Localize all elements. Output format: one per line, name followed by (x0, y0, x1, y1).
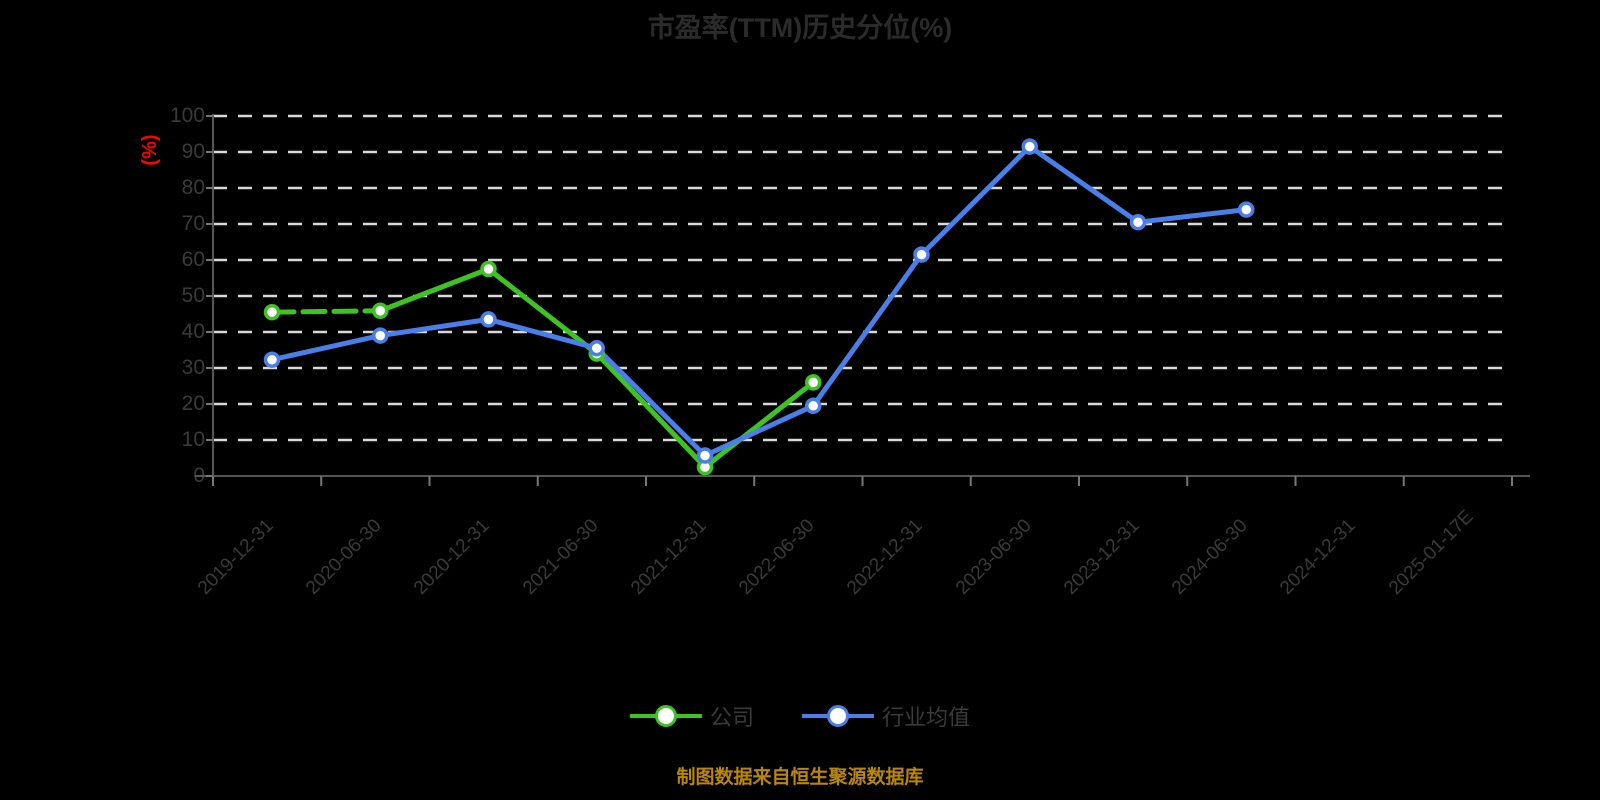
data-point-行业均值 (371, 327, 389, 344)
data-point-行业均值 (913, 246, 930, 263)
series-segment-行业均值 (810, 252, 924, 409)
series-segment-行业均值 (377, 316, 491, 339)
page-title: 市盈率(TTM)历史分位(%) (647, 13, 953, 43)
y-axis-tick-label: 40 (181, 320, 205, 343)
legend-item-company[interactable]: 公司 (629, 700, 754, 732)
series-segment-行业均值 (269, 333, 383, 363)
axis-ticks (206, 115, 1513, 486)
series-segment-公司 (269, 308, 383, 315)
data-point-公司 (263, 303, 281, 321)
data-point-行业均值 (588, 339, 605, 357)
footer-data-source-note: 制图数据来自恒生聚源数据库 (676, 767, 924, 788)
data-point-行业均值 (1021, 138, 1038, 155)
legend-marker-industry-average (802, 705, 874, 727)
data-point-行业均值 (804, 397, 822, 415)
data-point-行业均值 (263, 351, 281, 368)
series-segment-行业均值 (594, 345, 708, 458)
gridlines (213, 114, 1512, 442)
y-axis-tick-label: 100 (169, 104, 205, 127)
data-point-行业均值 (1129, 213, 1147, 231)
series-points (263, 138, 1255, 476)
data-point-行业均值 (696, 447, 714, 464)
data-point-行业均值 (1237, 201, 1255, 218)
series-segment-行业均值 (1135, 207, 1249, 225)
series-segment-行业均值 (702, 403, 816, 458)
y-axis-tick-label: 30 (181, 356, 205, 379)
series-segment-公司 (594, 351, 708, 470)
y-axis-tick-label: 80 (181, 176, 205, 199)
y-axis-tick-label: 60 (181, 248, 205, 271)
data-point-公司 (804, 374, 822, 391)
series-segment-公司 (702, 379, 816, 470)
y-axis-tick-label: 20 (181, 392, 205, 415)
legend-label-industry-average: 行业均值 (882, 705, 971, 730)
series-segment-行业均值 (485, 316, 600, 351)
legend-marker-company (629, 705, 702, 727)
y-axis-tick-label: 10 (181, 428, 205, 451)
data-point-公司 (371, 302, 389, 320)
series-segment-行业均值 (918, 144, 1033, 258)
series-lines (269, 144, 1249, 470)
series-segment-公司 (377, 266, 491, 314)
series-segment-行业均值 (1027, 144, 1141, 225)
y-axis-tick-label: 90 (181, 140, 205, 163)
data-point-行业均值 (480, 311, 497, 328)
chart-legend: 公司 行业均值 (0, 700, 1600, 732)
data-point-公司 (480, 260, 497, 278)
y-axis-tick-label: 50 (181, 284, 205, 307)
series-segment-公司 (485, 266, 600, 357)
legend-label-company: 公司 (709, 705, 754, 730)
y-axis-tick-label: 70 (181, 212, 205, 235)
legend-item-industry-average[interactable]: 行业均值 (802, 700, 970, 732)
